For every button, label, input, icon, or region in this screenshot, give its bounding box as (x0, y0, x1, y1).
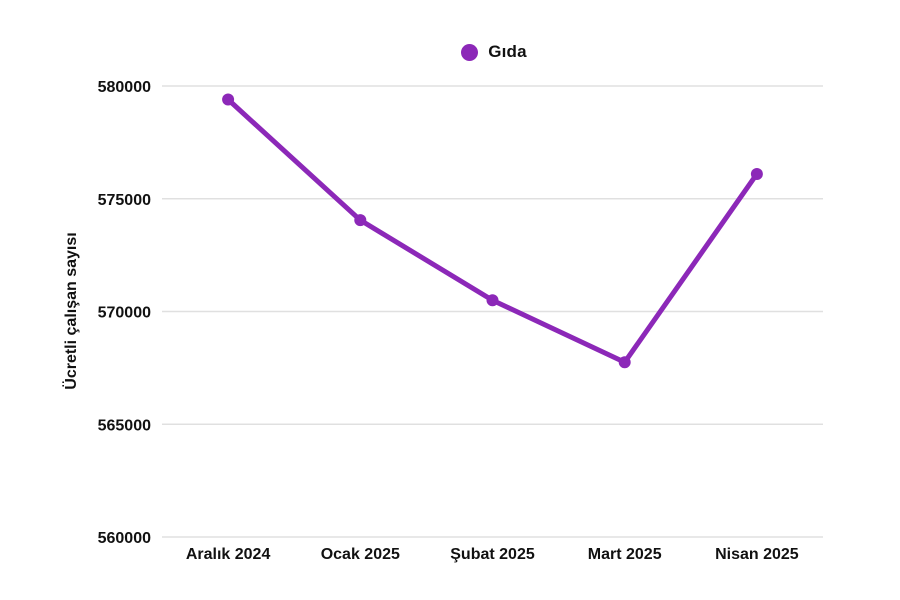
x-tick-label: Ocak 2025 (321, 546, 400, 563)
y-tick-label: 580000 (98, 79, 151, 96)
x-tick-label: Nisan 2025 (715, 546, 799, 563)
x-tick-label: Şubat 2025 (450, 546, 535, 563)
x-tick-label: Mart 2025 (588, 546, 662, 563)
data-point[interactable] (222, 93, 235, 106)
y-tick-label: 575000 (98, 192, 151, 209)
legend: Gıda (0, 42, 900, 62)
data-point[interactable] (354, 214, 367, 227)
y-tick-label: 560000 (98, 530, 151, 547)
x-tick-label: Aralık 2024 (186, 546, 271, 563)
y-tick-label: 570000 (98, 305, 151, 322)
y-axis-title: Ücretli çalışan sayısı (63, 232, 80, 390)
series-line (225, 97, 760, 365)
data-point[interactable] (618, 356, 631, 369)
legend-item-gida[interactable]: Gıda (461, 42, 527, 62)
y-tick-label: 565000 (98, 417, 151, 434)
legend-label: Gıda (488, 42, 527, 61)
data-point[interactable] (750, 167, 763, 180)
data-point[interactable] (486, 294, 499, 307)
legend-marker-icon (461, 43, 479, 61)
